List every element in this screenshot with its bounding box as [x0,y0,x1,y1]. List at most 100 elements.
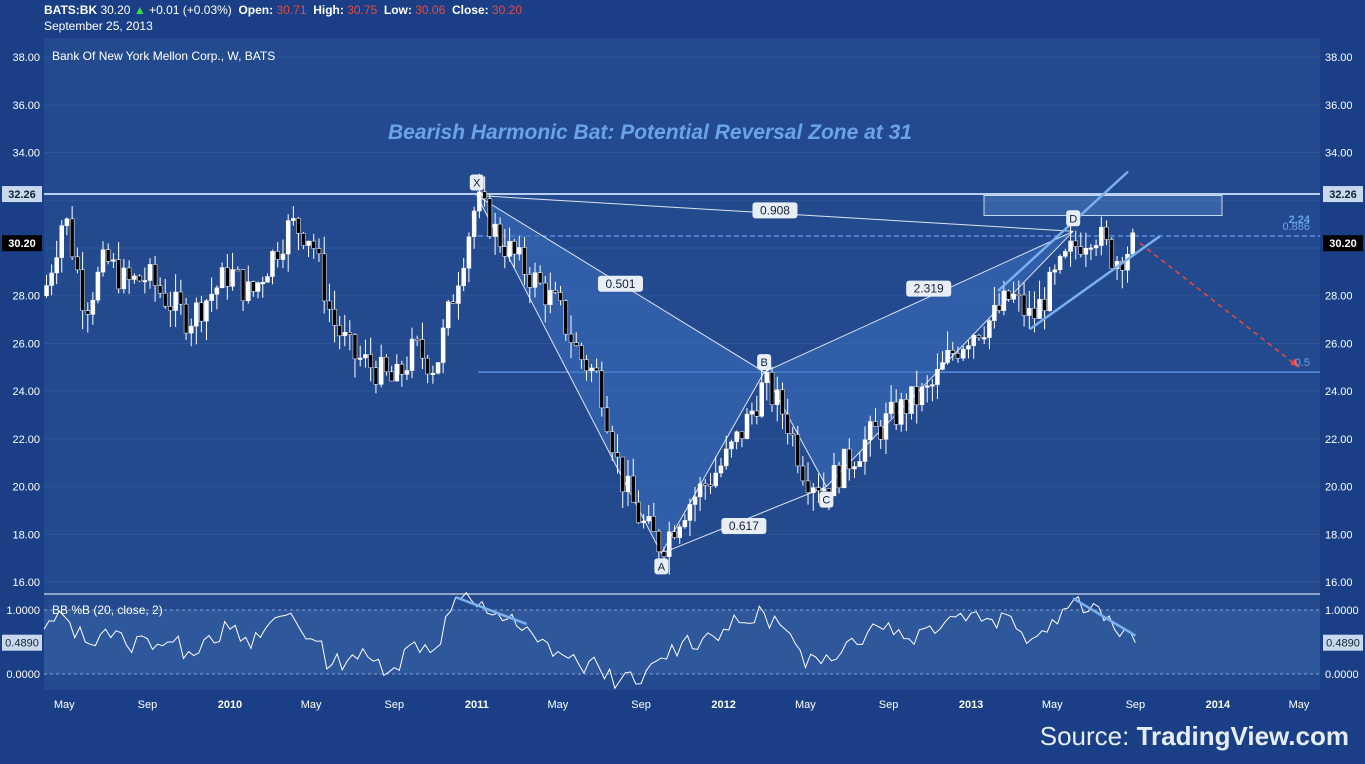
pattern-leg [763,371,827,487]
candle-body [69,218,75,258]
ratio-label-224: 2.24 [1289,214,1311,226]
candle-body [749,410,755,415]
y-tick-label-right: 34.00 [1325,148,1353,160]
source-prefix: Source: [1039,721,1130,751]
candle-body [456,285,461,304]
price-badge-label: 30.20 [1329,238,1357,250]
y-tick-label-left: 38.00 [12,52,40,64]
candle-body [1057,256,1063,271]
candle-body [723,448,729,467]
candle-body [347,332,353,335]
candle-body [168,306,173,311]
bb-tick-left: 1.0000 [6,605,40,617]
candle-body [697,483,703,498]
candle-body [132,275,137,280]
candle-body [75,256,80,271]
candle-body [471,210,477,238]
candle-body [502,246,508,257]
candle-body [90,299,96,315]
candle-body [311,240,316,249]
candle-body [420,339,425,359]
candle-body [1099,226,1104,246]
candle-body [734,431,739,442]
candle-body [682,520,688,528]
y-tick-label-left: 18.00 [12,529,40,541]
candle-body [363,354,368,359]
ratio-label-bg [906,280,952,297]
point-tag-a: A [658,561,666,573]
candle-body [867,421,873,440]
y-tick-label-right: 36.00 [1325,100,1353,112]
candle-body [759,382,764,417]
ratio-label-05: 0.5 [1295,357,1310,369]
x-tick-label: 2014 [1206,699,1231,711]
candle-body [85,310,91,315]
candle-body [285,220,291,255]
x-tick-label: 2010 [218,699,242,711]
close-value: 30.20 [491,3,522,17]
y-tick-label-left: 16.00 [12,577,40,589]
candle-body [230,269,235,287]
candle-body [718,465,724,474]
candle-body [260,282,266,285]
candle-body [847,448,852,470]
candle-body [80,269,85,311]
candle-body [966,345,971,350]
candle-body [785,413,790,434]
candle-body [888,401,894,414]
candle-body [981,337,987,340]
x-tick-label: May [548,699,569,711]
candle-body [440,327,446,363]
candle-body [296,218,301,234]
candle-body [821,488,826,492]
candle-body [574,342,579,346]
ratio-label-bg [597,275,643,292]
candle-body [687,504,693,521]
symbol-label: BATS:BK [44,3,98,17]
candle-body [899,399,904,425]
candle-body [987,320,992,338]
low-label: Low: [383,3,412,17]
candle-body [651,516,657,532]
candle-body [425,357,430,375]
candle-body [301,233,306,246]
y-tick-label-right: 16.00 [1325,577,1353,589]
xab-triangle [476,195,765,554]
candle-body [1016,293,1022,296]
point-tag-bg [819,491,834,508]
y-tick-label-right: 38.00 [1325,52,1353,64]
x-tick-label: Sep [879,699,899,711]
candle-body [270,251,275,277]
candle-body [492,223,498,237]
point-tag-x: X [473,177,481,189]
candle-body [316,248,322,255]
candle-body [512,241,517,255]
candle-body [209,293,214,301]
candle-body [1052,269,1058,273]
candle-body [173,291,178,311]
candle-body [389,371,394,382]
candle-body [373,367,379,385]
candle-body [275,251,280,260]
bb-tick-right: 1.0000 [1325,605,1359,617]
candle-body [368,354,373,368]
candle-body [924,385,930,388]
point-tag-b: B [760,357,767,369]
candle-body [137,275,142,282]
projection-arrowhead [1290,358,1300,368]
y-tick-label-right: 22.00 [1325,434,1353,446]
candle-body [240,269,246,301]
candle-body [708,484,713,487]
x-tick-label: Sep [631,699,651,711]
candle-body [404,370,410,375]
open-value: 30.71 [276,3,307,17]
y-tick-label-right: 26.00 [1325,338,1353,350]
candle-body [610,431,615,453]
x-tick-label: Sep [1126,699,1146,711]
y-tick-label-left: 24.00 [12,386,40,398]
candle-body [116,259,121,290]
candle-body [996,304,1002,311]
candle-body [147,264,153,281]
candle-body [940,362,945,370]
